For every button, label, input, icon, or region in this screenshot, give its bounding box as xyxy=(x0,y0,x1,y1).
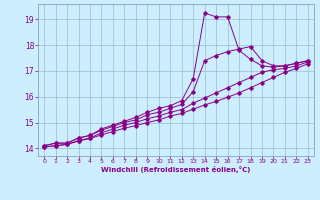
X-axis label: Windchill (Refroidissement éolien,°C): Windchill (Refroidissement éolien,°C) xyxy=(101,166,251,173)
